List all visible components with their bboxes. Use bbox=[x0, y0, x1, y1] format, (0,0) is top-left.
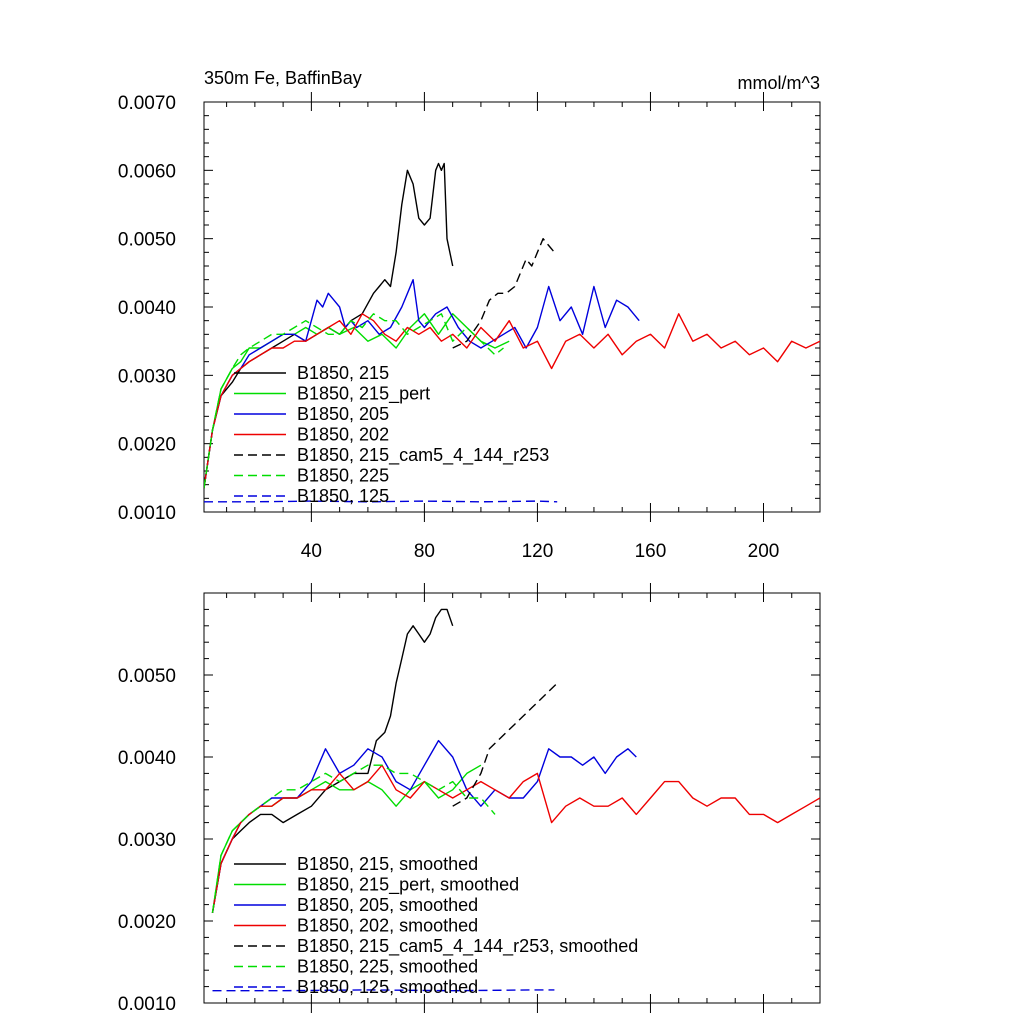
y-tick-label: 0.0050 bbox=[118, 666, 176, 687]
series-line-5 bbox=[452, 682, 558, 807]
y-tick-label: 0.0020 bbox=[118, 912, 176, 933]
y-tick-label: 0.0030 bbox=[118, 366, 176, 387]
series-line-4 bbox=[204, 313, 820, 489]
y-tick-label: 0.0040 bbox=[118, 298, 176, 319]
x-tick-label: 40 bbox=[301, 541, 322, 562]
y-tick-label: 0.0010 bbox=[118, 503, 176, 524]
legend-label-6: B1850, 225, smoothed bbox=[297, 957, 478, 977]
x-tick-label: 200 bbox=[748, 541, 780, 562]
chart-panel-1: 0.0010 0.0020 0.0030 0.0040 0.0050 0.0060 0.00… bbox=[118, 68, 821, 562]
legend-label-2: B1850, 215_pert, smoothed bbox=[297, 875, 519, 896]
series-lines bbox=[204, 162, 820, 503]
legend-label-3: B1850, 205, smoothed bbox=[297, 895, 478, 915]
y-tick-label: 0.0050 bbox=[118, 230, 176, 251]
legend-label-3: B1850, 205 bbox=[297, 404, 389, 424]
legend-label-5: B1850, 215_cam5_4_144_r253, smoothed bbox=[297, 936, 638, 957]
series-line-7 bbox=[204, 500, 558, 503]
legend-label-6: B1850, 225 bbox=[297, 466, 389, 486]
series-line-6 bbox=[211, 764, 496, 913]
legend-label-5: B1850, 215_cam5_4_144_r253 bbox=[297, 445, 549, 466]
series-line-4 bbox=[211, 764, 820, 913]
legend-label-1: B1850, 215 bbox=[297, 363, 389, 383]
legend-label-1: B1850, 215, smoothed bbox=[297, 854, 478, 874]
y-tick-label: 0.0060 bbox=[118, 161, 176, 182]
series-line-6 bbox=[204, 313, 504, 489]
series-line-7 bbox=[212, 989, 555, 992]
chart-panel-2: 0.0010 0.0020 0.0030 0.0040 0.0050 B1850, 215… bbox=[118, 583, 821, 1015]
series-line-3 bbox=[204, 279, 640, 489]
series-line-5 bbox=[452, 237, 555, 349]
legend-label-4: B1850, 202 bbox=[297, 425, 389, 445]
legend-label-2: B1850, 215_pert bbox=[297, 384, 430, 405]
y-tick-label: 0.0010 bbox=[118, 994, 176, 1015]
series-line-1 bbox=[211, 608, 454, 913]
x-tick-label: 120 bbox=[522, 541, 554, 562]
chart-units: mmol/m^3 bbox=[738, 73, 820, 93]
chart-title: 350m Fe, BaffinBay bbox=[204, 68, 362, 88]
series-lines bbox=[211, 608, 820, 992]
legend-label-7: B1850, 125 bbox=[297, 486, 389, 506]
y-tick-label: 0.0040 bbox=[118, 748, 176, 769]
y-tick-label: 0.0020 bbox=[118, 435, 176, 456]
legend-label-4: B1850, 202, smoothed bbox=[297, 916, 478, 936]
x-tick-label: 80 bbox=[414, 541, 435, 562]
legend-label-7: B1850, 125, smoothed bbox=[297, 977, 478, 997]
series-line-2 bbox=[204, 313, 510, 489]
y-tick-label: 0.0030 bbox=[118, 830, 176, 851]
x-tick-label: 160 bbox=[635, 541, 667, 562]
y-tick-label: 0.0070 bbox=[118, 93, 176, 114]
